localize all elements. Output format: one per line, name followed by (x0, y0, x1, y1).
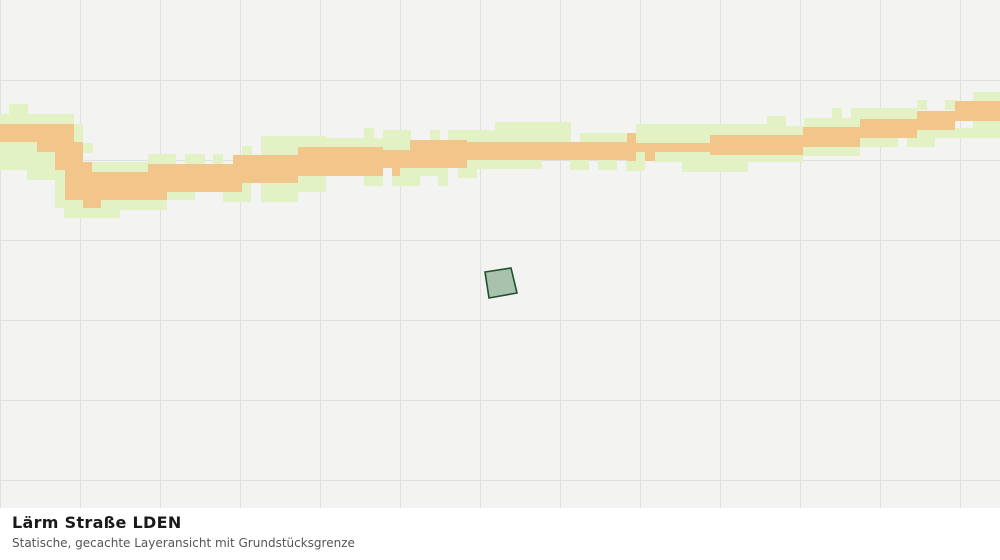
map-background (0, 0, 1000, 508)
map-view (0, 0, 1000, 508)
parcel-boundary (484, 267, 518, 299)
legend-footer: Lärm Straße LDEN Statische, gecachte Lay… (0, 508, 1000, 560)
layer-subtitle: Statische, gecachte Layeransicht mit Gru… (12, 536, 355, 550)
noise-zone-high (0, 101, 1000, 208)
layer-title: Lärm Straße LDEN (12, 513, 182, 532)
tile-grid (0, 0, 1000, 508)
